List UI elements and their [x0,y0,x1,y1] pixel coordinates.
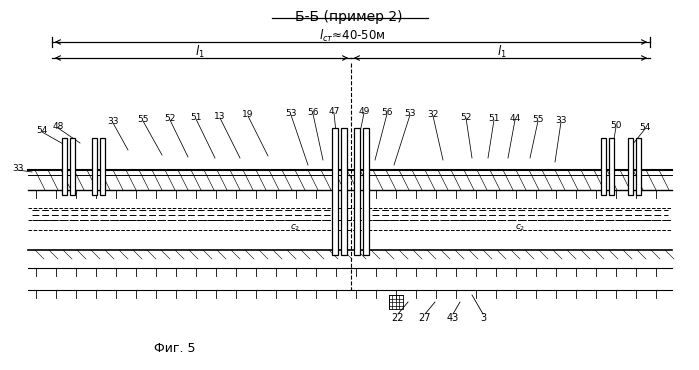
Text: $l_1$: $l_1$ [497,44,507,60]
Bar [363,128,370,255]
Text: 52: 52 [164,114,175,122]
Bar [637,138,642,195]
Text: 51: 51 [190,112,202,121]
Bar [99,138,104,195]
Text: $c_2$: $c_2$ [515,223,525,233]
Bar [69,138,75,195]
Text: 54: 54 [36,125,48,135]
Text: $c_2$: $c_2$ [290,223,300,233]
Text: 53: 53 [285,108,297,118]
Text: 43: 43 [447,313,459,323]
Text: Б-Б (пример 2): Б-Б (пример 2) [295,10,403,24]
Text: 22: 22 [391,313,404,323]
Text: 52: 52 [461,112,472,121]
Text: 3: 3 [480,313,486,323]
Text: $l_{ст}$≈40-50м: $l_{ст}$≈40-50м [319,28,385,44]
Text: 55: 55 [532,114,544,124]
Text: 56: 56 [308,108,319,117]
Text: 47: 47 [329,107,340,115]
Bar [628,138,633,195]
Text: 19: 19 [243,110,254,118]
Bar [92,138,96,195]
Text: 27: 27 [419,313,431,323]
Text: 49: 49 [359,107,370,115]
Text: 33: 33 [555,115,567,124]
Bar [342,128,347,255]
Bar [62,138,66,195]
Text: 48: 48 [52,121,64,131]
Text: 32: 32 [427,110,439,118]
Bar [389,295,403,309]
Bar [354,128,361,255]
Text: 54: 54 [640,122,651,131]
Text: 44: 44 [510,114,521,122]
Text: 33: 33 [107,117,119,125]
Text: Фиг. 5: Фиг. 5 [154,342,196,354]
Text: 51: 51 [488,114,500,122]
Text: 55: 55 [137,114,149,124]
Text: 53: 53 [404,108,416,118]
Text: 13: 13 [215,111,226,121]
Text: 56: 56 [381,108,393,117]
Bar [602,138,607,195]
Text: $l_1$: $l_1$ [195,44,205,60]
Text: 33: 33 [13,164,24,172]
Bar [610,138,614,195]
Text: 50: 50 [610,121,621,130]
Bar [333,128,338,255]
